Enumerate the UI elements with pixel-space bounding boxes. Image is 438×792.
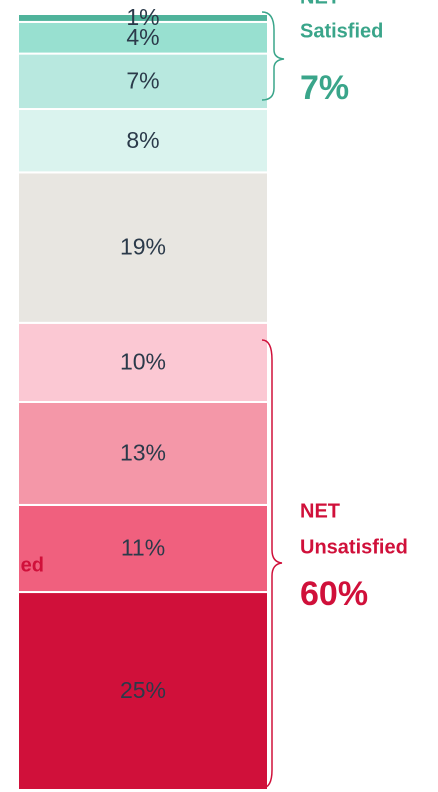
segment-label: 8%: [126, 127, 159, 153]
bar-segment: [17, 20, 269, 55]
unsatisfied-brace: [261, 339, 283, 789]
satisfied-title: Satisfied: [300, 20, 383, 42]
bar-segment: [17, 13, 269, 23]
bar-segment: [17, 108, 269, 174]
segment-label: 1%: [126, 4, 159, 30]
satisfied-net: NET: [300, 0, 340, 8]
bar-stack: [17, 13, 269, 792]
bar-segment: [17, 503, 269, 594]
unsatisfied-net: NET: [300, 500, 340, 522]
bar-segment: [17, 591, 269, 792]
segment-label: 7%: [126, 67, 159, 93]
unsatisfied-title: Unsatisfied: [300, 536, 408, 558]
bar-segment: [17, 171, 269, 324]
bar-segment: [17, 52, 269, 111]
satisfied-value: 7%: [300, 69, 349, 107]
segment-label: 25%: [120, 677, 166, 703]
left-fragment: ed: [21, 554, 44, 576]
segment-label: 19%: [120, 234, 166, 260]
segment-label: 4%: [126, 24, 159, 50]
bar-segment: [17, 321, 269, 403]
segment-labels: 25% 11% 13% 10% 19% 8% 7% 4%1%: [120, 4, 166, 703]
segment-label: 11%: [121, 535, 165, 561]
segment-label: 10%: [120, 348, 166, 374]
satisfied-brace: [261, 11, 285, 101]
unsatisfied-value: 60%: [300, 575, 368, 613]
segment-label: 13%: [120, 440, 166, 466]
